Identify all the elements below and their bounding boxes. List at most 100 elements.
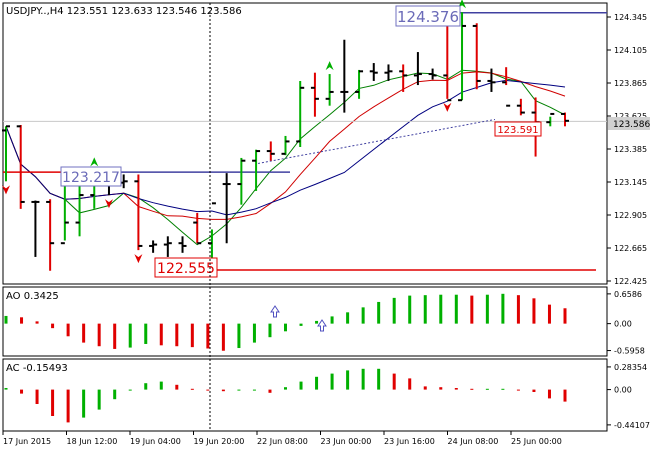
price-tick-label: 122.905	[614, 211, 647, 220]
small-level-label: 123.591	[494, 121, 542, 137]
price-tick-label: 123.385	[614, 145, 647, 154]
time-tick-label: 23 Jun 00:00	[321, 437, 372, 446]
histogram-bar	[144, 383, 148, 390]
ohlc-bar	[355, 69, 364, 99]
price-tick-label: 122.665	[614, 244, 647, 253]
price-axis: 124.345 124.105 123.865 123.625 123.385 123.1…	[607, 13, 647, 286]
ohlc-bar	[561, 112, 569, 127]
histogram-bar	[547, 389, 551, 399]
fractal-down-arrow	[104, 199, 113, 209]
histogram-bar	[501, 388, 505, 390]
histogram-bar	[159, 323, 163, 346]
histogram-bar	[330, 316, 334, 324]
histogram-bar	[35, 321, 39, 324]
histogram-bar	[144, 323, 148, 344]
current-price-text: 123.586	[613, 120, 650, 130]
time-tick-label: 19 Jun 04:00	[130, 437, 181, 446]
histogram-bar	[175, 323, 179, 347]
histogram-bar	[97, 389, 101, 410]
ohlc-bar	[281, 135, 290, 156]
time-axis: 17 Jun 2015 18 Jun 12:00 19 Jun 04:00 19 Ju…	[2, 431, 562, 446]
histogram-bar	[175, 384, 179, 390]
histogram-bar	[66, 323, 70, 337]
histogram-bar	[237, 389, 241, 391]
level-lines	[3, 11, 607, 271]
histogram-bar	[221, 389, 225, 392]
histogram-bar	[35, 389, 39, 404]
price-tick-label: 123.625	[614, 112, 647, 121]
time-tick-label: 19 Jun 20:00	[194, 437, 245, 446]
histogram-bar	[516, 295, 520, 324]
histogram-bar	[51, 323, 55, 329]
ac-header: AC -0.15493	[6, 363, 68, 374]
ohlc-bar	[428, 68, 437, 80]
price-tick-label: 123.865	[614, 79, 647, 88]
high-level-text: 124.376	[397, 8, 459, 26]
histogram-bar	[470, 388, 474, 390]
ohlc-bar	[458, 12, 467, 102]
moving-averages	[5, 69, 566, 246]
histogram-bar	[268, 323, 272, 338]
histogram-bar	[392, 297, 396, 324]
ohlc-bar	[2, 125, 10, 182]
main-pane	[2, 2, 608, 285]
price-tick-label: 123.145	[614, 178, 647, 187]
histogram-bar	[485, 294, 489, 324]
histogram-bar	[51, 389, 55, 416]
left-level-label: 123.217	[60, 166, 122, 187]
left-level-text: 123.217	[62, 170, 120, 186]
ohlc-bar	[193, 212, 202, 245]
histogram-bar	[439, 294, 443, 324]
axis-tick-label: -0.5958	[614, 347, 645, 356]
histogram-bar	[516, 389, 520, 391]
histogram-bar	[284, 387, 287, 390]
histogram-bar	[501, 293, 505, 324]
ohlc-bar	[178, 236, 187, 253]
histogram-bar	[454, 294, 458, 324]
ao-header: AO 0.3425	[6, 291, 59, 302]
axis-tick-label: 0.00	[614, 320, 632, 329]
ohlc-bar	[46, 199, 55, 271]
ohlc-bar	[399, 64, 408, 92]
histogram-bar	[190, 323, 194, 348]
histogram-bar	[20, 317, 24, 324]
histogram-bar	[346, 312, 350, 324]
histogram-bar	[485, 388, 489, 390]
low-level-label: 122.555	[154, 257, 218, 278]
ao-signal-arrow	[270, 305, 280, 318]
histogram-bar	[20, 389, 24, 394]
histogram-bar	[470, 295, 474, 324]
histogram-bar	[284, 323, 287, 332]
histogram-bar	[392, 373, 396, 390]
time-tick-label: 18 Jun 12:00	[67, 437, 118, 446]
histogram-bar	[268, 389, 272, 393]
histogram-bar	[97, 323, 101, 347]
histogram-bar	[423, 386, 427, 390]
histogram-bar	[423, 295, 427, 324]
histogram-bar	[532, 389, 536, 392]
histogram-bar	[128, 323, 132, 348]
axis-tick-label: -0.44107	[614, 421, 650, 430]
histogram-bar	[82, 389, 86, 418]
ohlc-bar	[384, 64, 393, 81]
ac-pane	[2, 358, 608, 432]
price-tick-label: 124.105	[614, 46, 647, 55]
ohlc-bar	[222, 173, 231, 244]
ohlc-bar	[266, 141, 275, 161]
price-tick-label: 122.425	[614, 277, 647, 286]
price-tick-label: 124.345	[614, 13, 647, 22]
ohlc-bar	[149, 240, 158, 253]
trend-line	[257, 118, 496, 164]
low-level-text: 122.555	[157, 261, 215, 277]
histogram-bar	[190, 388, 194, 390]
ac-histogram	[4, 368, 567, 423]
ohlc-bar	[369, 63, 378, 81]
axis-tick-label: 0.6586	[614, 290, 642, 299]
histogram-bar	[113, 323, 117, 349]
ohlc-bar	[252, 149, 261, 191]
histogram-bar	[299, 323, 303, 326]
fractal-up-arrow	[325, 61, 334, 71]
ohlc-bar	[237, 157, 246, 205]
histogram-bar	[252, 323, 256, 343]
histogram-bar	[206, 323, 210, 349]
